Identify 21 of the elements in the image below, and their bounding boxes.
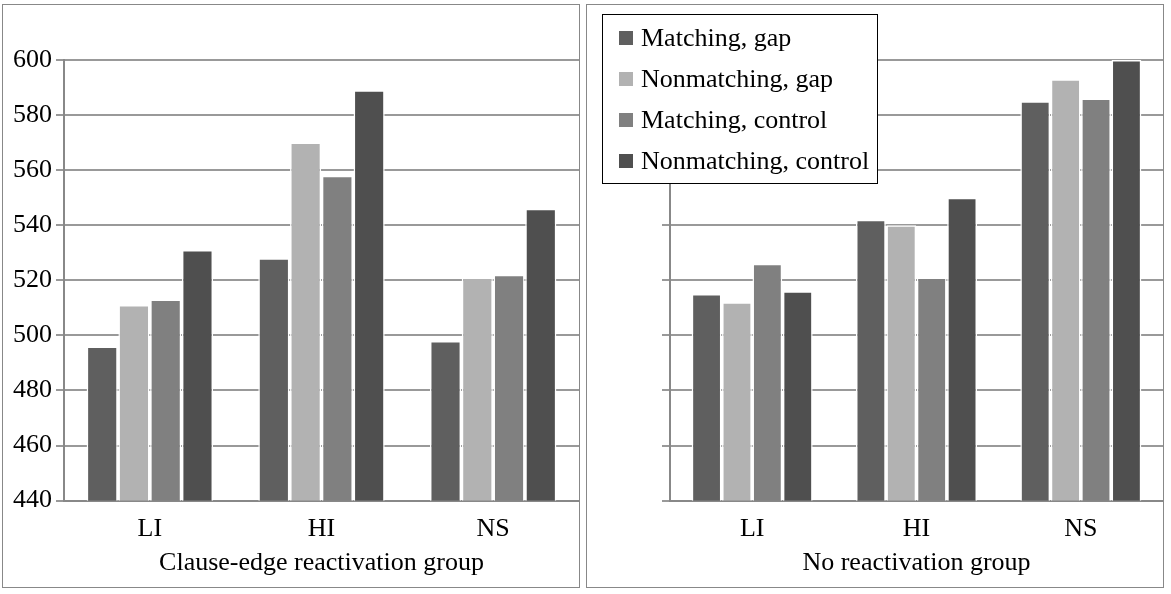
x-tick-label: LI bbox=[137, 513, 163, 543]
x-tick-label: LI bbox=[739, 513, 765, 543]
y-tick-label: 500 bbox=[13, 319, 52, 349]
legend-label: Matching, gap bbox=[641, 22, 793, 54]
x-tick-label: NS bbox=[476, 513, 510, 543]
legend-label: Nonmatching, gap bbox=[641, 63, 835, 95]
y-tick-label: 560 bbox=[13, 153, 52, 183]
x-tick-label: HI bbox=[902, 513, 931, 543]
legend-label: Matching, control bbox=[641, 104, 829, 136]
x-tick-label: NS bbox=[1064, 513, 1098, 543]
x-tick-label: HI bbox=[307, 513, 336, 543]
x-axis-title: No reactivation group bbox=[802, 547, 1031, 577]
y-tick-label: 460 bbox=[13, 429, 52, 459]
y-tick-label: 580 bbox=[13, 98, 52, 128]
y-tick-label: 600 bbox=[13, 43, 52, 73]
x-axis-title: Clause-edge reactivation group bbox=[159, 547, 484, 577]
legend-label: Nonmatching, control bbox=[641, 145, 870, 177]
y-tick-label: 440 bbox=[13, 484, 52, 514]
y-tick-label: 520 bbox=[13, 264, 52, 294]
y-tick-label: 540 bbox=[13, 209, 52, 239]
y-tick-label: 480 bbox=[13, 374, 52, 404]
